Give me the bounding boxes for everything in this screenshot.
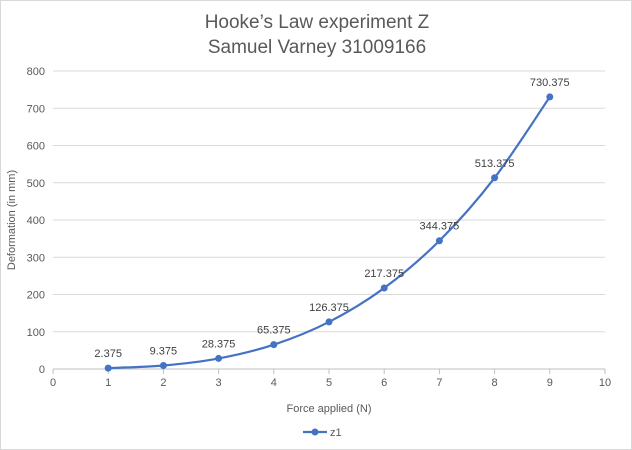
x-tick-label: 4: [271, 377, 277, 389]
data-point: [546, 93, 554, 101]
data-point: [215, 354, 223, 362]
data-point: [159, 362, 167, 370]
y-tick-label: 700: [27, 103, 45, 115]
y-tick-label: 500: [27, 178, 45, 190]
y-tick-label: 300: [27, 252, 45, 264]
y-tick-label: 0: [39, 364, 45, 376]
series-line-z1: [107, 95, 551, 370]
x-tick-label: 0: [50, 377, 56, 389]
y-tick-label: 100: [27, 327, 45, 339]
gridlines: [53, 70, 605, 333]
x-tick-label: 5: [326, 377, 332, 389]
data-point: [380, 284, 388, 292]
data-point: [104, 364, 112, 372]
data-point: [325, 318, 333, 326]
series-layer: [104, 93, 554, 372]
data-label: 9.375: [150, 346, 178, 358]
x-tick-label: 2: [160, 377, 166, 389]
legend-marker: [311, 428, 319, 436]
y-tick-label: 400: [27, 215, 45, 227]
y-tick-label: 200: [27, 290, 45, 302]
data-label: 28.375: [202, 338, 236, 350]
x-tick-label: 7: [436, 377, 442, 389]
x-axis-title: Force applied (N): [287, 403, 372, 415]
legend-label: z1: [330, 427, 342, 439]
data-label: 65.375: [257, 325, 291, 337]
data-label: 730.375: [530, 77, 570, 89]
x-tick-label: 1: [105, 377, 111, 389]
chart-title: Hooke’s Law experiment Z Samuel Varney 3…: [205, 12, 430, 58]
x-tick-label: 9: [547, 377, 553, 389]
data-label: 344.375: [420, 221, 460, 233]
y-tick-label: 800: [27, 66, 45, 78]
x-tick-label: 3: [216, 377, 222, 389]
data-label: 217.375: [364, 268, 404, 280]
data-label: 126.375: [309, 302, 349, 314]
data-labels: 2.375 9.375 28.375 65.375 126.375 217.375 344.…: [94, 77, 569, 360]
data-point: [491, 174, 499, 182]
chart-title-line-2: Samuel Varney 31009166: [208, 37, 426, 58]
y-tick-label: 600: [27, 141, 45, 153]
y-axis-title: Deformation (in mm): [6, 170, 18, 270]
legend: z1: [303, 427, 342, 439]
data-label: 513.375: [475, 158, 515, 170]
x-tick-label: 10: [599, 377, 611, 389]
chart-title-line-1: Hooke’s Law experiment Z: [205, 12, 430, 33]
data-point: [270, 341, 278, 349]
x-tick-label: 6: [381, 377, 387, 389]
data-point: [435, 237, 443, 245]
x-tick-label: 8: [492, 377, 498, 389]
data-label: 2.375: [94, 348, 122, 360]
axes: 0 100 200 300 400 500 600 700 800 0 1 2 3 4 5 6 7 8 9 10: [27, 66, 611, 389]
